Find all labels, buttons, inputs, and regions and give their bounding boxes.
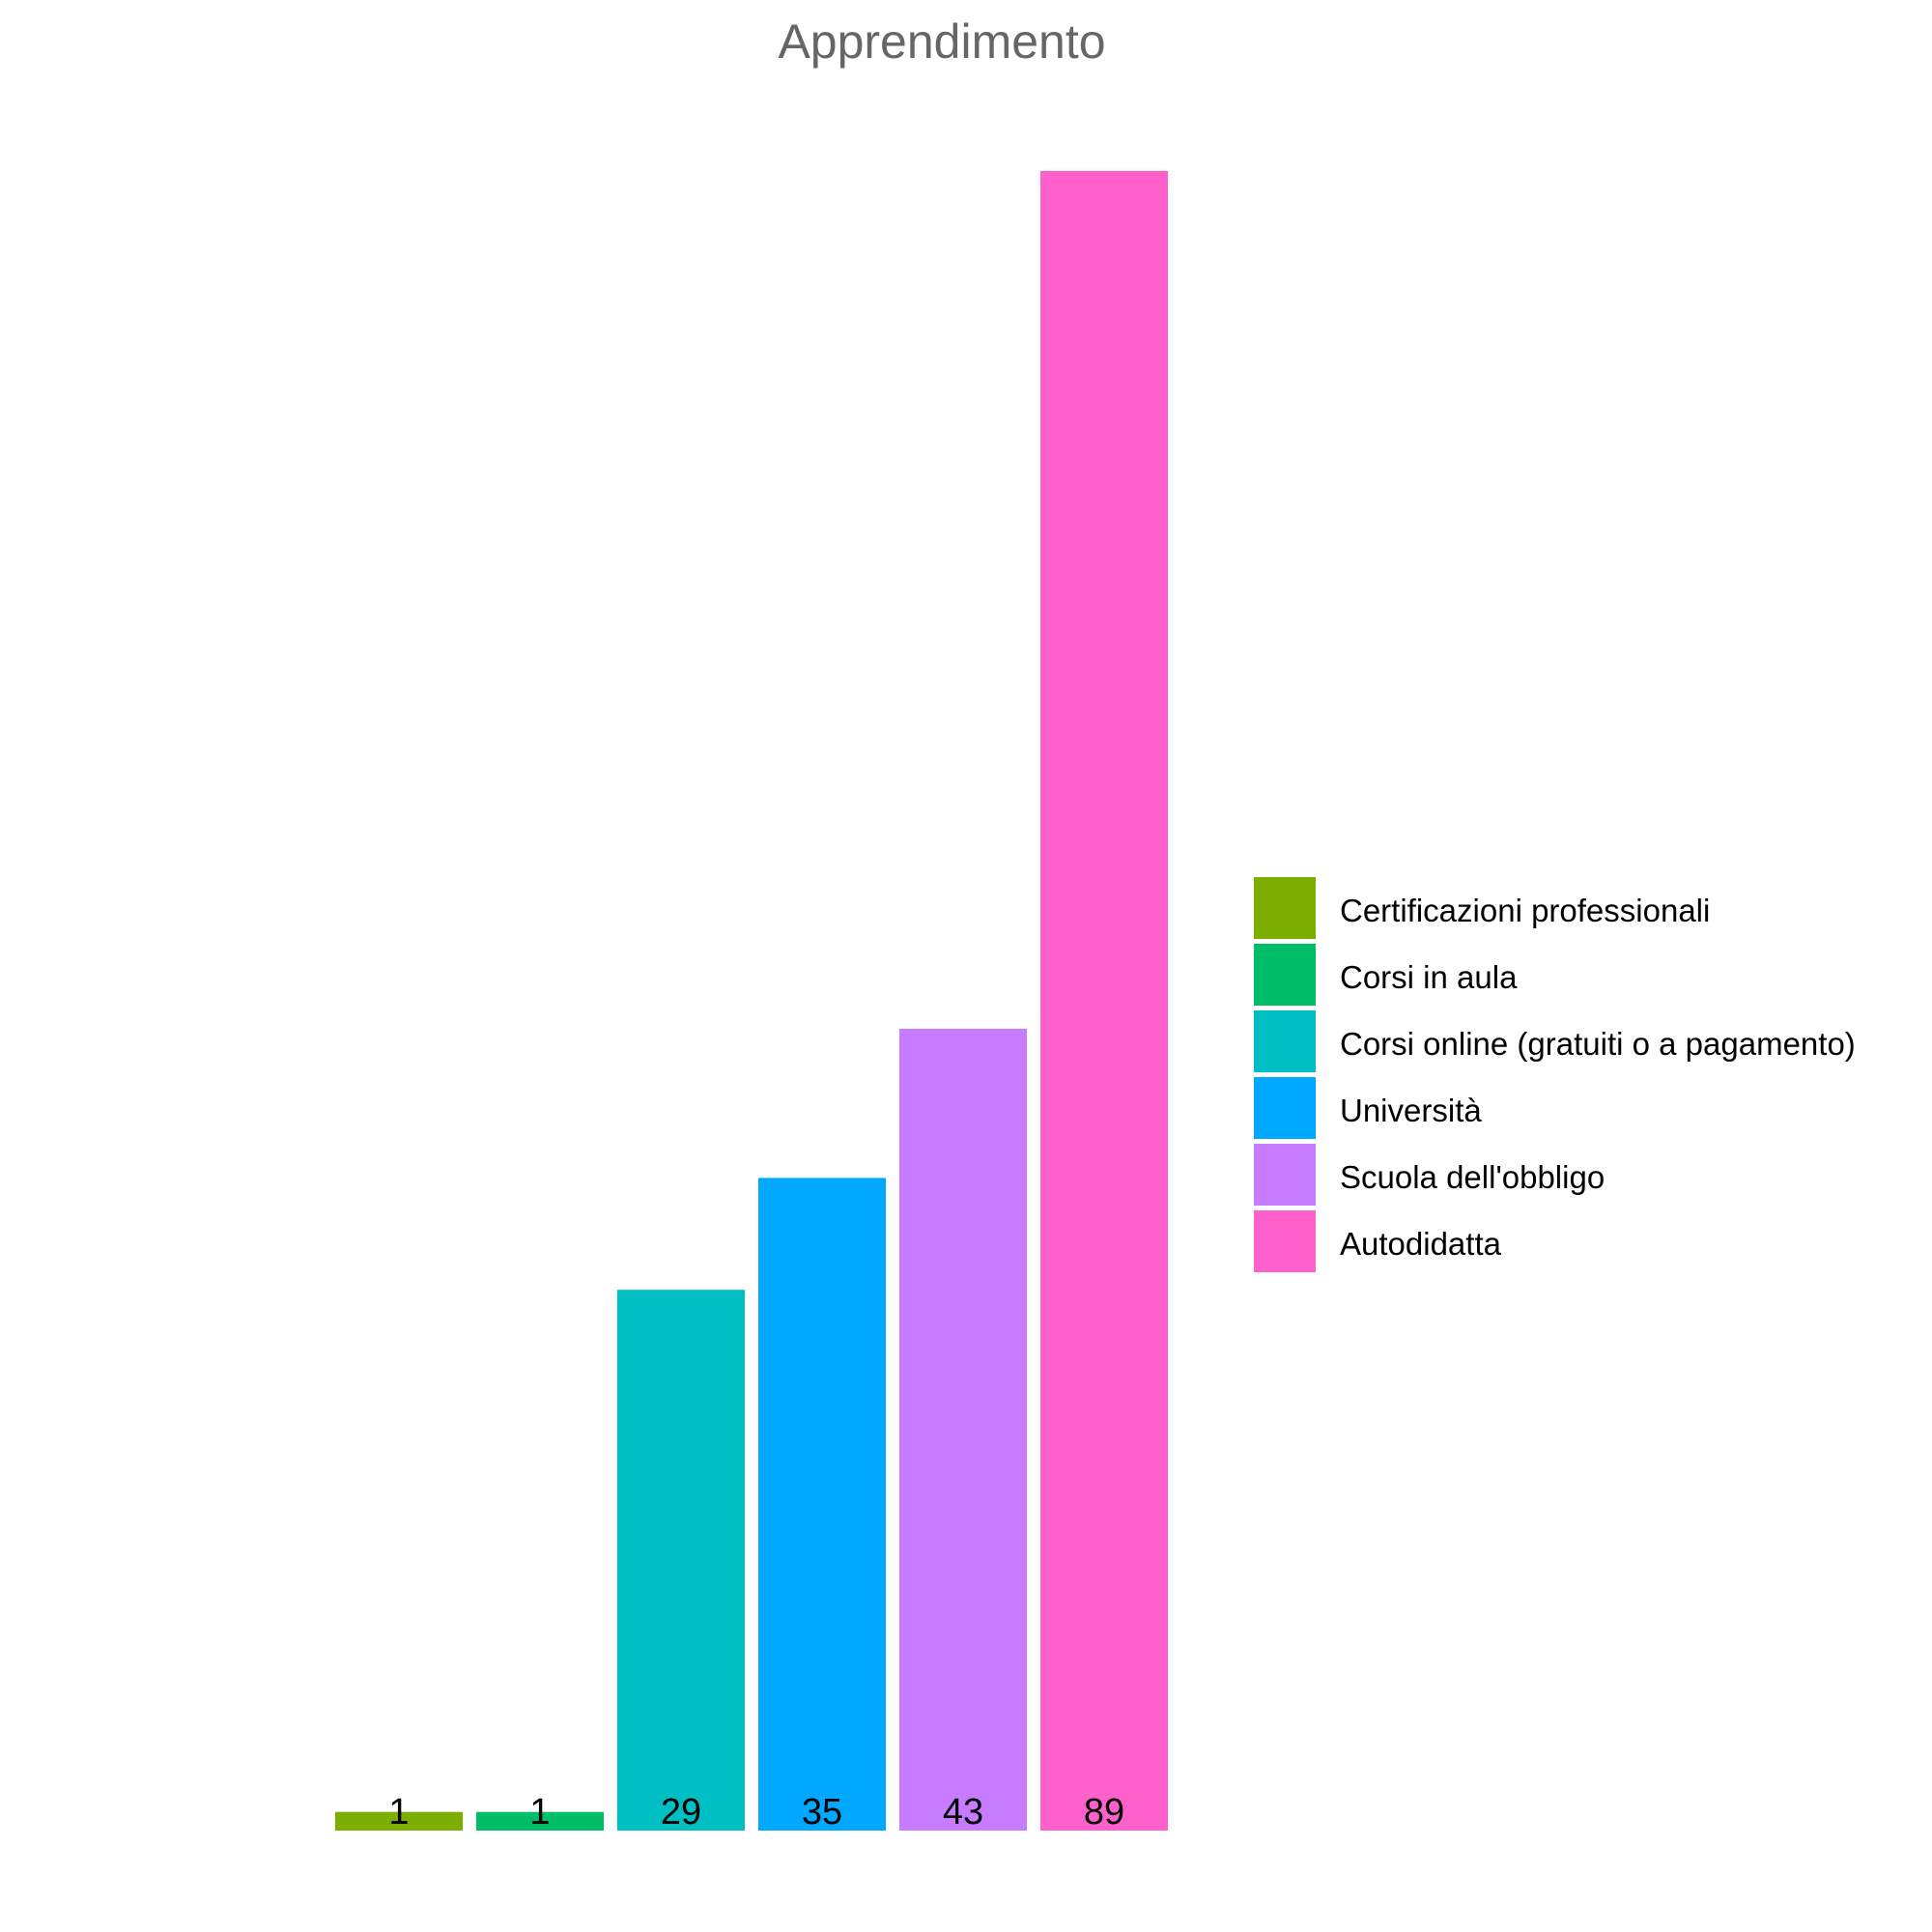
legend-item-1: Certificazioni professionali (1254, 877, 1856, 944)
legend-item-6: Autodidatta (1254, 1210, 1856, 1277)
legend-swatch (1254, 1144, 1316, 1210)
legend-label: Certificazioni professionali (1340, 892, 1711, 928)
bar-5 (899, 1028, 1027, 1831)
legend-swatch (1254, 1010, 1316, 1077)
legend-swatch (1254, 1210, 1316, 1277)
bar-4 (758, 1178, 886, 1831)
legend-label: Corsi in aula (1340, 958, 1518, 995)
bar-6 (1040, 171, 1168, 1831)
bar-value-label-4: 35 (802, 1792, 842, 1833)
legend-label: Autodidatta (1340, 1225, 1501, 1262)
chart-title: Apprendimento (778, 14, 1106, 69)
bar-value-label-1: 1 (388, 1792, 409, 1833)
legend-label: Corsi online (gratuiti o a pagamento) (1340, 1025, 1856, 1062)
bar-value-label-5: 43 (943, 1792, 983, 1833)
bar-value-label-2: 1 (529, 1792, 550, 1833)
legend-label: Scuola dell'obbligo (1340, 1158, 1605, 1195)
legend-swatch (1254, 1077, 1316, 1144)
bar-value-label-6: 89 (1084, 1792, 1124, 1833)
legend-swatch (1254, 877, 1316, 944)
legend-item-3: Corsi online (gratuiti o a pagamento) (1254, 1010, 1856, 1077)
legend-item-5: Scuola dell'obbligo (1254, 1144, 1856, 1210)
legend-item-2: Corsi in aula (1254, 944, 1856, 1010)
bar-2 (476, 1811, 604, 1831)
bar-value-label-3: 29 (661, 1792, 701, 1833)
bar-3 (617, 1290, 745, 1831)
legend-swatch (1254, 944, 1316, 1010)
chart-legend: Certificazioni professionali Corsi in aul… (1254, 877, 1856, 1277)
legend-label: Università (1340, 1092, 1482, 1128)
legend-item-4: Università (1254, 1077, 1856, 1144)
bar-1 (335, 1811, 463, 1831)
